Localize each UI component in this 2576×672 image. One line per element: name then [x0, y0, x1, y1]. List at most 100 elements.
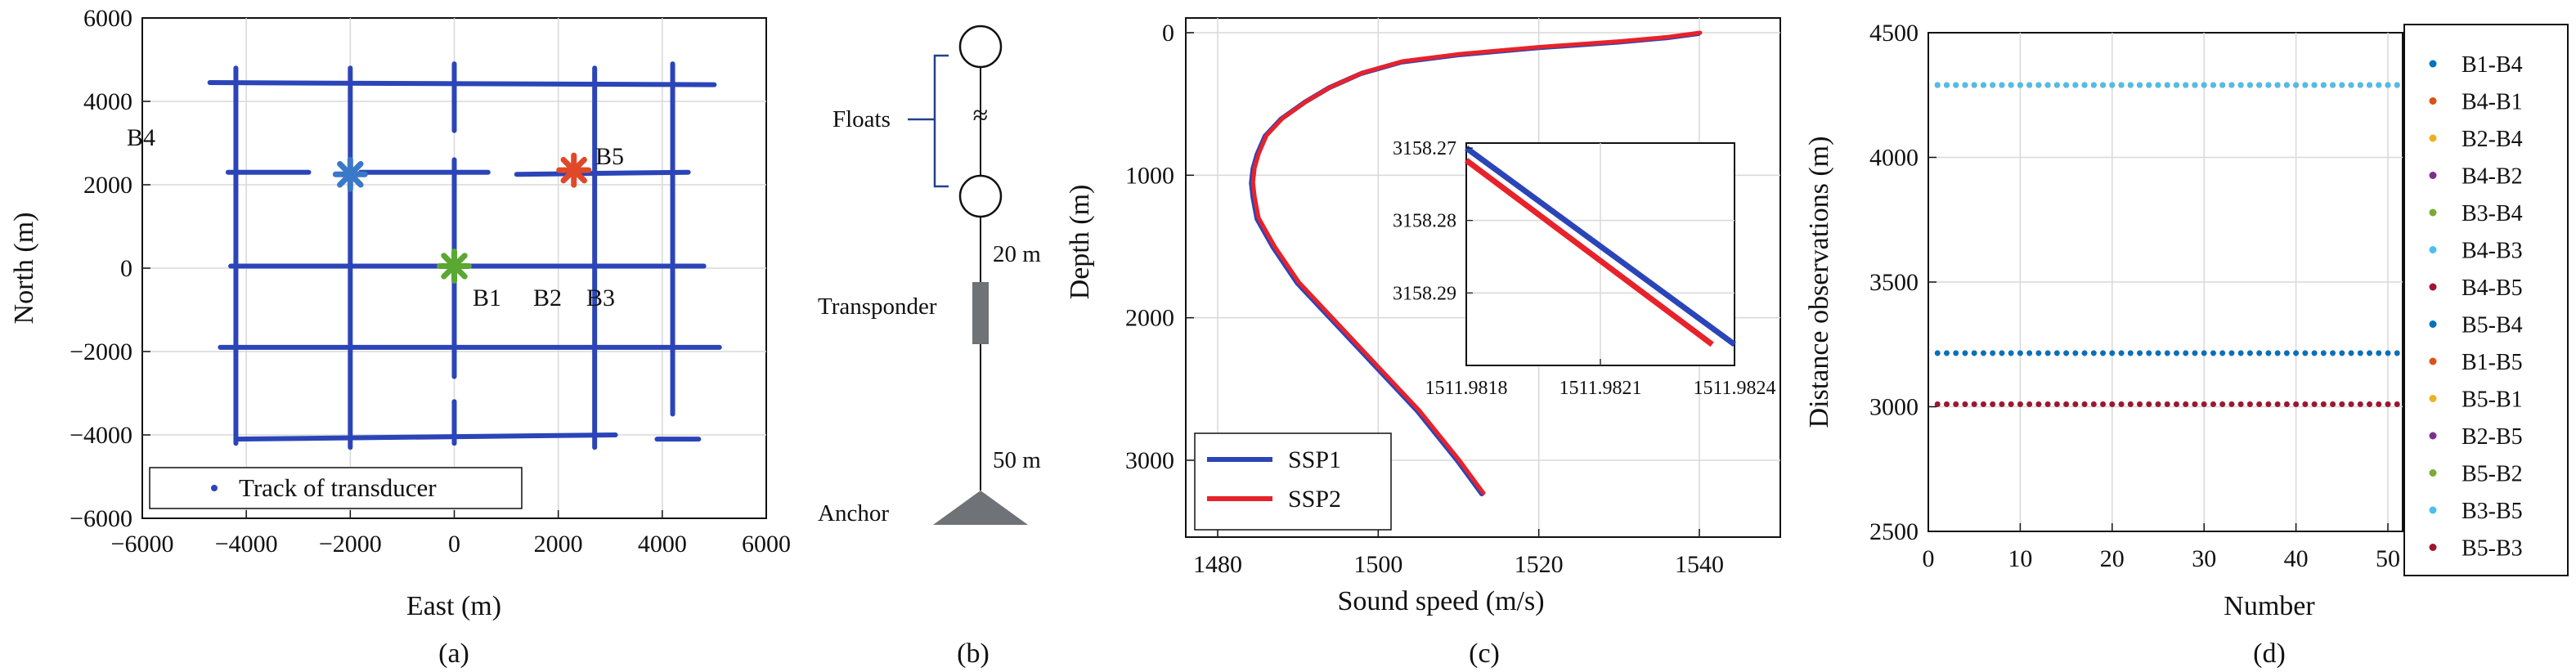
beacon-label-b4: B4 [127, 124, 155, 151]
x-tick-label: 0 [448, 531, 460, 558]
y-tick-label: 4000 [83, 88, 132, 115]
legend-label-b5-b1: B5-B1 [2462, 388, 2523, 413]
data-point [2063, 82, 2070, 88]
data-point [2192, 350, 2198, 356]
data-point [2302, 82, 2309, 88]
x-tick-label: 1540 [1675, 551, 1724, 578]
x-tick-label: 6000 [742, 531, 791, 558]
data-point [2219, 82, 2226, 88]
data-point [2155, 350, 2161, 356]
data-point [2339, 401, 2345, 407]
data-point [2201, 350, 2207, 356]
legend-marker-b5-b1 [2429, 395, 2437, 402]
panel-c-y-axis-label: Depth (m) [1065, 185, 1095, 300]
beacon-label-b3: B3 [586, 284, 615, 311]
panel-a-track-lines [207, 61, 722, 450]
data-point [2367, 82, 2372, 88]
beacon-label-b1: B1 [473, 284, 501, 311]
panel-d-legend-items: B1-B4 B4-B1 B2-B4 B4-B2 B3-B4 B4-B3 B4-B5 B5-B4… [2429, 52, 2523, 562]
floats-bracket [933, 54, 949, 188]
legend-marker-track [211, 485, 218, 491]
data-point [2385, 401, 2391, 407]
data-point [2376, 350, 2382, 356]
legend-marker-b4-b5 [2429, 283, 2437, 291]
x-tick-label: −2000 [319, 531, 382, 558]
data-point [2283, 350, 2290, 356]
data-point [2155, 401, 2161, 407]
legend-label-b5-b4: B5-B4 [2462, 313, 2523, 338]
panel-a-y-axis-label: North (m) [9, 213, 39, 325]
data-point [2081, 82, 2088, 88]
data-point [2183, 350, 2189, 356]
x-tick-label: 2000 [534, 531, 583, 558]
data-point [2017, 350, 2023, 356]
y-tick-label: 2000 [83, 172, 132, 199]
x-tick-label: 20 [2100, 545, 2125, 572]
track-segment [233, 432, 618, 442]
track-segment [514, 169, 691, 177]
data-point [1962, 350, 1968, 356]
data-point [2183, 82, 2189, 88]
x-tick-label: −4000 [215, 531, 278, 558]
x-tick-label: 30 [2192, 545, 2216, 572]
legend-marker-b5-b3 [2429, 544, 2437, 551]
inset-x-tick-label: 1511.9824 [1693, 378, 1775, 399]
data-point [1999, 401, 2005, 407]
data-point [2192, 401, 2198, 407]
data-point [2109, 82, 2116, 88]
panel-d-distance-observations: 0 10 20 30 40 50 2500 3000 3500 4000 4500 B1-B4 B4… [1804, 20, 2569, 669]
x-tick-label: 1500 [1353, 551, 1402, 578]
series-points-b4-b3 [1934, 82, 2400, 88]
data-point [2367, 350, 2372, 356]
data-point [1962, 82, 1968, 88]
data-point [2320, 401, 2327, 407]
data-point [2283, 82, 2290, 88]
data-point [2008, 401, 2014, 407]
data-point [2357, 401, 2363, 407]
legend-label-b1-b4: B1-B4 [2462, 52, 2523, 78]
panel-d-x-axis-label: Number [2224, 591, 2315, 621]
data-point [1944, 350, 1950, 356]
panel-c-caption: (c) [1469, 638, 1500, 669]
data-point [2394, 82, 2400, 88]
panel-b-caption: (b) [957, 638, 990, 669]
x-tick-label: 40 [2284, 545, 2309, 572]
y-tick-label: 0 [1162, 20, 1174, 47]
panel-d-caption: (d) [2253, 638, 2286, 669]
data-point [2127, 82, 2134, 88]
panel-a-beacons [332, 152, 592, 284]
data-point [1953, 82, 1959, 88]
data-point [2137, 350, 2143, 356]
data-point [2164, 82, 2170, 88]
data-point [2237, 350, 2244, 356]
panel-c-sound-speed: 1480 1500 1520 1540 0 1000 2000 3000 1511.9818… [1065, 17, 1781, 669]
anchor-shape [933, 491, 1028, 525]
panel-d-y-ticks: 2500 3000 3500 4000 4500 [1869, 20, 1936, 545]
data-point [2228, 350, 2235, 356]
x-tick-label: 1520 [1515, 551, 1564, 578]
data-point [2174, 350, 2179, 356]
legend-label-b2-b4: B2-B4 [2462, 127, 2523, 152]
inset-lines [1464, 146, 1737, 347]
data-point [2026, 401, 2033, 407]
y-tick-label: −4000 [70, 422, 132, 449]
data-point [2265, 401, 2272, 407]
inset-y-tick-label: 3158.28 [1393, 211, 1456, 232]
data-point [2320, 82, 2327, 88]
beacon-marker-b1 [437, 248, 472, 284]
data-point [2210, 350, 2216, 356]
panel-d-grid [1928, 33, 2403, 531]
float-top [958, 25, 1003, 69]
legend-marker-b4-b3 [2429, 246, 2437, 253]
data-point [2053, 82, 2060, 88]
legend-marker-b3-b4 [2429, 208, 2437, 217]
data-point [2035, 350, 2042, 356]
legend-label-ssp2: SSP2 [1288, 486, 1341, 513]
data-point [2017, 401, 2023, 407]
data-point [1934, 350, 1941, 356]
legend-label-b4-b1: B4-B1 [2462, 90, 2523, 115]
data-point [2228, 401, 2235, 407]
data-point [2293, 82, 2300, 88]
panel-a-track-map: −6000 −4000 −2000 0 2000 4000 6000 −6000−4000−… [9, 5, 791, 669]
